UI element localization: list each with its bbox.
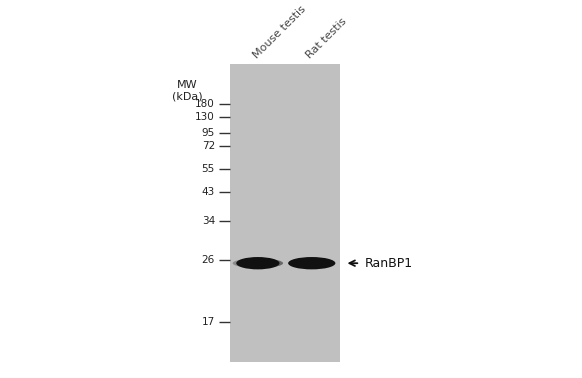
Text: 55: 55 xyxy=(201,164,215,174)
Text: 95: 95 xyxy=(201,128,215,138)
Text: RanBP1: RanBP1 xyxy=(365,257,413,270)
Text: 34: 34 xyxy=(201,216,215,226)
Ellipse shape xyxy=(244,259,283,268)
Text: 17: 17 xyxy=(201,317,215,327)
Text: 130: 130 xyxy=(195,112,215,122)
Text: 180: 180 xyxy=(195,99,215,109)
Ellipse shape xyxy=(239,259,277,268)
Text: Mouse testis: Mouse testis xyxy=(251,4,307,60)
Ellipse shape xyxy=(236,257,279,270)
Ellipse shape xyxy=(233,259,272,268)
Text: 72: 72 xyxy=(201,141,215,151)
Text: Rat testis: Rat testis xyxy=(304,16,348,60)
Text: MW
(kDa): MW (kDa) xyxy=(172,80,203,101)
Text: 26: 26 xyxy=(201,255,215,265)
Bar xyxy=(230,64,340,362)
Ellipse shape xyxy=(288,257,335,270)
Text: 43: 43 xyxy=(201,187,215,197)
